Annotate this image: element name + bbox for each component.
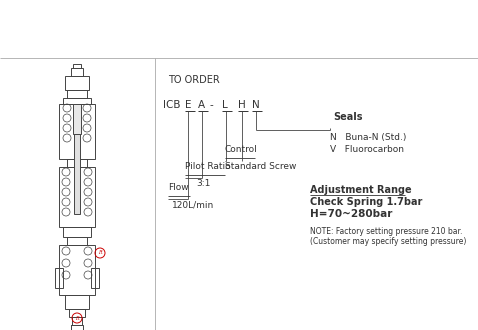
Text: -: - [210, 100, 214, 110]
Bar [63, 98, 91, 104]
Bar [65, 295, 89, 309]
Text: N: N [252, 100, 260, 110]
Text: R: R [75, 315, 79, 320]
Bar [74, 134, 80, 214]
Bar [63, 227, 91, 237]
Text: ICB: ICB [163, 100, 181, 110]
Bar [71, 325, 83, 330]
Bar [69, 309, 85, 317]
Bar [73, 64, 81, 68]
Bar [73, 104, 81, 134]
Text: TO ORDER: TO ORDER [168, 75, 220, 85]
Text: Adjustment Range: Adjustment Range [310, 185, 412, 195]
Bar [67, 90, 87, 98]
Bar [72, 317, 82, 325]
Bar [59, 167, 95, 227]
Text: (Customer may specify setting pressure): (Customer may specify setting pressure) [310, 237, 467, 246]
Bar [65, 76, 89, 90]
Text: Pilot Ratio: Pilot Ratio [185, 162, 230, 171]
Text: H: H [238, 100, 246, 110]
Text: R: R [98, 250, 102, 255]
Bar [59, 245, 95, 295]
Text: Flow: Flow [168, 183, 189, 192]
Text: 120L/min: 120L/min [172, 200, 214, 209]
Text: N   Buna-N (Std.): N Buna-N (Std.) [330, 133, 406, 142]
Bar [67, 237, 87, 245]
Text: V   Fluorocarbon: V Fluorocarbon [330, 145, 404, 154]
Bar [59, 104, 95, 159]
Text: A: A [198, 100, 205, 110]
Text: Standard Screw: Standard Screw [225, 162, 296, 171]
Text: L: L [222, 100, 228, 110]
Text: H=70~280bar: H=70~280bar [310, 209, 392, 219]
Bar [55, 268, 63, 288]
Text: Control: Control [225, 145, 258, 154]
Text: Seals: Seals [333, 112, 362, 122]
Bar [91, 268, 99, 288]
Text: Check Spring 1.7bar: Check Spring 1.7bar [310, 197, 423, 207]
Bar [67, 159, 87, 167]
Text: NOTE: Factory setting pressure 210 bar.: NOTE: Factory setting pressure 210 bar. [310, 227, 462, 236]
Bar [71, 68, 83, 76]
Text: 3:1: 3:1 [196, 179, 210, 188]
Text: E: E [185, 100, 192, 110]
